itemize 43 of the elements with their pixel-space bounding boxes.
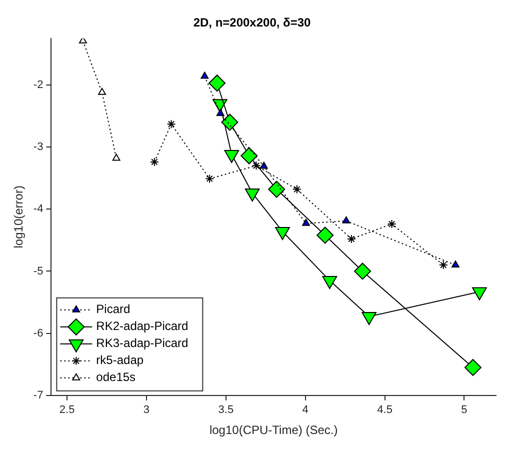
point [464,358,482,376]
legend-label: ode15s [96,370,136,384]
point [387,220,396,229]
legend-label: RK3-adap-Picard [96,336,188,350]
point [208,74,226,92]
point [316,226,334,244]
point [354,262,372,280]
y-tick-label: -5 [33,265,44,278]
x-tick-label: 4 [302,404,308,416]
point [150,157,159,166]
point [452,260,460,268]
point [216,109,224,116]
y-tick-label: -6 [33,327,44,340]
y-tick-label: -3 [33,141,44,154]
y-tick-label: -4 [33,203,44,216]
legend-label: RK2-adap-Picard [96,319,188,334]
x-tick-label: 2.5 [59,404,75,416]
legend-label: Picard [96,302,130,316]
x-tick-label: 3 [143,404,150,416]
legend-label: rk5-adap [96,353,144,368]
y-axis-title: log10(error) [12,186,26,248]
point [200,72,209,79]
x-tick-label: 3.5 [218,404,234,416]
x-axis-title: log10(CPU-Time) (Sec.) [209,423,338,438]
point [260,162,268,169]
point [302,218,310,226]
y-tick-label: -2 [33,78,44,91]
point [240,147,258,164]
point [268,180,286,198]
x-tick-label: 5 [461,404,468,416]
point [252,161,261,170]
point [112,154,120,161]
point [98,88,106,95]
point [221,114,238,131]
point [346,234,356,244]
point [166,120,176,129]
point [292,184,302,194]
chart-title: 2D, n=200x200, δ=30 [193,16,311,30]
y-tick-label: -7 [33,389,44,402]
point [438,260,448,270]
point [205,174,214,184]
x-tick-label: 4.5 [377,404,392,416]
point [342,216,350,224]
